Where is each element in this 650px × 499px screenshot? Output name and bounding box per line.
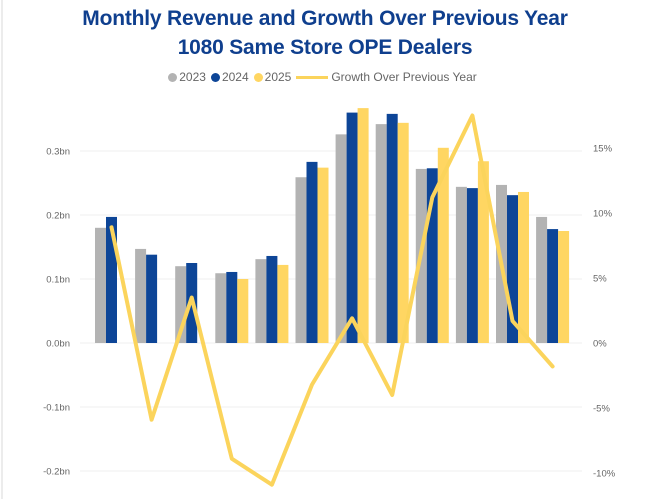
bar-2024-month-2 bbox=[146, 254, 158, 343]
bar-2024-month-6 bbox=[306, 161, 318, 343]
bar-2025-month-5 bbox=[277, 264, 289, 343]
legend-label-2023: 2023 bbox=[179, 70, 206, 84]
right-tick-label: 10% bbox=[593, 209, 613, 220]
bar-2024-month-12 bbox=[547, 229, 559, 343]
bar-2023-month-12 bbox=[536, 216, 548, 343]
bar-2023-month-10 bbox=[455, 186, 467, 343]
bar-2024-month-5 bbox=[266, 255, 278, 343]
bar-2024-month-7 bbox=[346, 112, 358, 343]
right-tick-label: -5% bbox=[593, 404, 610, 415]
bar-2024-month-11 bbox=[507, 195, 518, 343]
bar-2023-month-2 bbox=[135, 248, 147, 343]
bar-2023-month-5 bbox=[255, 259, 267, 343]
bar-2024-month-9 bbox=[426, 168, 438, 343]
legend: 2023 2024 2025 Growth Over Previous Year bbox=[0, 70, 650, 84]
legend-label-growth: Growth Over Previous Year bbox=[331, 70, 477, 84]
bar-2025-month-6 bbox=[317, 167, 329, 343]
bar-2025-month-7 bbox=[357, 108, 369, 344]
bar-2023-month-7 bbox=[335, 134, 347, 343]
left-tick-label: 0.2bn bbox=[46, 211, 70, 222]
legend-item-2025[interactable]: 2025 bbox=[253, 70, 292, 84]
left-tick-label: 0.0bn bbox=[46, 339, 70, 350]
right-axis: 15% 10% 5% 0% -5% -10% bbox=[593, 144, 616, 480]
left-tick-label: 0.1bn bbox=[46, 275, 70, 286]
bar-2024-month-1 bbox=[106, 216, 117, 343]
legend-item-2024[interactable]: 2024 bbox=[210, 70, 249, 84]
left-tick-label: 0.3bn bbox=[46, 147, 70, 158]
bar-2025-month-11 bbox=[518, 191, 529, 343]
growth-line-layer bbox=[109, 113, 555, 487]
growth-line bbox=[109, 113, 555, 487]
bar-2023-month-6 bbox=[295, 177, 307, 343]
legend-marker-2025 bbox=[253, 72, 263, 82]
legend-label-2025: 2025 bbox=[264, 70, 292, 84]
left-tick-label: -0.1bn bbox=[43, 403, 70, 414]
right-tick-label: 5% bbox=[593, 274, 607, 285]
left-tick-label: -0.2bn bbox=[43, 467, 70, 478]
legend-marker-2024 bbox=[210, 72, 220, 82]
right-tick-label: 15% bbox=[593, 144, 613, 155]
bar-2025-month-9 bbox=[437, 147, 449, 343]
right-tick-label: 0% bbox=[593, 339, 607, 350]
bar-2025-month-4 bbox=[237, 279, 249, 343]
bar-2023-month-8 bbox=[375, 124, 387, 344]
bar-2024-month-4 bbox=[226, 271, 238, 343]
chart-subtitle: 1080 Same Store OPE Dealers bbox=[177, 36, 473, 59]
bar-2023-month-1 bbox=[95, 227, 106, 343]
bar-2025-month-12 bbox=[558, 231, 570, 343]
bar-2024-month-10 bbox=[466, 188, 478, 343]
left-axis: 0.3bn 0.2bn 0.1bn 0.0bn -0.1bn -0.2bn bbox=[43, 147, 70, 478]
bar-2024-month-8 bbox=[386, 113, 398, 343]
panel-border bbox=[1, 0, 3, 499]
bar-2025-month-10 bbox=[477, 161, 489, 343]
bar-2023-month-4 bbox=[215, 273, 227, 343]
legend-item-2023[interactable]: 2023 bbox=[168, 70, 206, 84]
right-tick-label: -10% bbox=[593, 469, 616, 480]
bar-2025-month-8 bbox=[397, 122, 409, 343]
bar-2023-month-3 bbox=[175, 266, 187, 343]
legend-label-2024: 2024 bbox=[221, 70, 249, 84]
legend-item-growth[interactable]: Growth Over Previous Year bbox=[296, 70, 477, 84]
chart-title: Monthly Revenue and Growth Over Previous… bbox=[82, 7, 568, 30]
bars bbox=[95, 108, 570, 344]
legend-marker-growth bbox=[296, 75, 329, 79]
legend-marker-2023 bbox=[168, 72, 178, 82]
